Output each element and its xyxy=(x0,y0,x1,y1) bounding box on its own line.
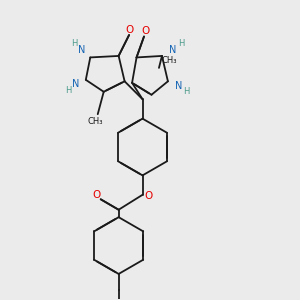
Text: O: O xyxy=(141,26,150,36)
Text: CH₃: CH₃ xyxy=(87,117,103,126)
Text: O: O xyxy=(92,190,100,200)
Text: N: N xyxy=(169,45,176,55)
Text: H: H xyxy=(65,86,71,95)
Text: H: H xyxy=(71,40,77,49)
Text: N: N xyxy=(72,79,79,89)
Text: O: O xyxy=(125,25,133,35)
Text: N: N xyxy=(78,45,85,55)
Text: N: N xyxy=(175,81,182,91)
Text: H: H xyxy=(178,40,184,49)
Text: CH₃: CH₃ xyxy=(162,56,177,65)
Text: H: H xyxy=(183,87,189,96)
Text: O: O xyxy=(144,191,153,201)
